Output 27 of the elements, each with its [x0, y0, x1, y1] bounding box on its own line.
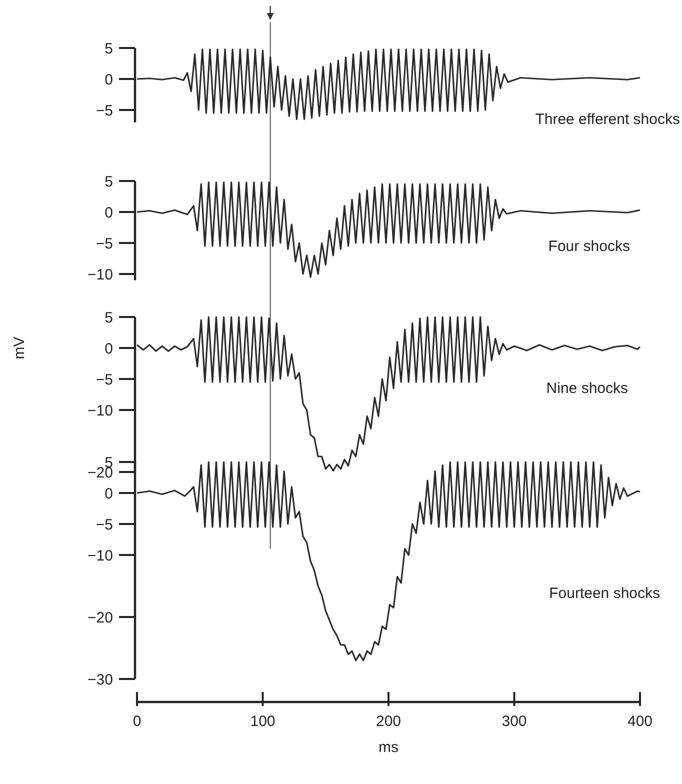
- y-tick-label: −20: [88, 609, 113, 626]
- y-tick-label: −5: [96, 102, 113, 120]
- y-tick-label: −5: [96, 235, 113, 252]
- y-axis-title: mV: [11, 336, 28, 360]
- y-tick-label: 5: [104, 173, 113, 190]
- y-tick-label: −10: [88, 547, 113, 564]
- annotation: Three efferent shocks: [535, 111, 680, 128]
- x-tick-label: 400: [627, 713, 653, 730]
- y-tick-label: −5: [96, 371, 113, 388]
- annotation: Four shocks: [548, 238, 630, 255]
- y-tick-label: −10: [88, 402, 113, 420]
- y-tick-label: 0: [104, 204, 113, 222]
- y-tick-label: −5: [96, 516, 113, 534]
- annotation: Fourteen shocks: [549, 585, 660, 602]
- y-tick-label: 0: [104, 71, 113, 88]
- annotation: Nine shocks: [546, 380, 628, 397]
- x-tick-label: 200: [376, 713, 402, 730]
- x-tick-label: 100: [250, 713, 276, 730]
- x-tick-label: 0: [132, 713, 142, 730]
- y-tick-label: −30: [88, 671, 113, 688]
- y-tick-label: 5: [104, 40, 113, 58]
- y-tick-label: 5: [104, 309, 113, 326]
- y-tick-label: −10: [88, 266, 113, 284]
- x-tick-label: 300: [502, 713, 527, 730]
- x-axis-title: ms: [378, 739, 398, 756]
- y-tick-label: 0: [104, 485, 113, 502]
- y-tick-label: 0: [104, 340, 113, 358]
